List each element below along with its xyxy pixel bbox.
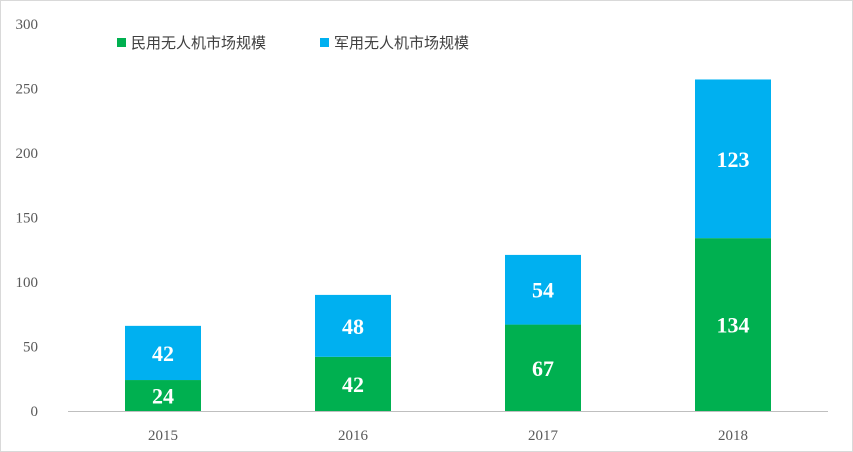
legend-swatch: [320, 38, 329, 47]
y-tick-label: 0: [31, 404, 39, 420]
legend-label: 军用无人机市场规模: [334, 34, 469, 52]
data-label: 42: [342, 372, 364, 397]
data-label: 54: [532, 278, 554, 303]
bar-military-2016: [315, 294, 391, 357]
y-tick-label: 300: [16, 17, 39, 33]
bar-military-2017: [505, 254, 581, 325]
x-tick-label: 2016: [338, 428, 369, 444]
x-tick-label: 2018: [718, 428, 748, 444]
bar-military-2018: [695, 79, 771, 239]
bar-civil-2017: [505, 324, 581, 411]
data-label: 123: [717, 147, 750, 172]
legend-label: 民用无人机市场规模: [131, 34, 266, 52]
data-label: 48: [342, 314, 364, 339]
y-axis: 0 50 100 150 200 250 300: [16, 17, 39, 420]
y-tick-label: 200: [16, 146, 39, 162]
y-tick-label: 250: [16, 82, 39, 98]
bars: 24 42 42 48 67 54 134 123: [125, 79, 771, 411]
data-label: 24: [152, 384, 174, 409]
x-tick-label: 2015: [148, 428, 178, 444]
data-label: 134: [717, 313, 750, 338]
x-axis: 2015 2016 2017 2018: [68, 411, 828, 444]
y-tick-label: 50: [23, 340, 38, 356]
data-label: 42: [152, 341, 174, 366]
bar-civil-2018: [695, 238, 771, 411]
legend-swatch: [117, 38, 126, 47]
bar-civil-2016: [315, 356, 391, 411]
legend: 民用无人机市场规模 军用无人机市场规模: [117, 34, 469, 52]
x-tick-label: 2017: [528, 428, 559, 444]
y-tick-label: 150: [16, 211, 39, 227]
data-label: 67: [532, 356, 554, 381]
bar-civil-2015: [125, 380, 201, 411]
bar-military-2015: [125, 325, 201, 381]
y-tick-label: 100: [16, 275, 39, 291]
